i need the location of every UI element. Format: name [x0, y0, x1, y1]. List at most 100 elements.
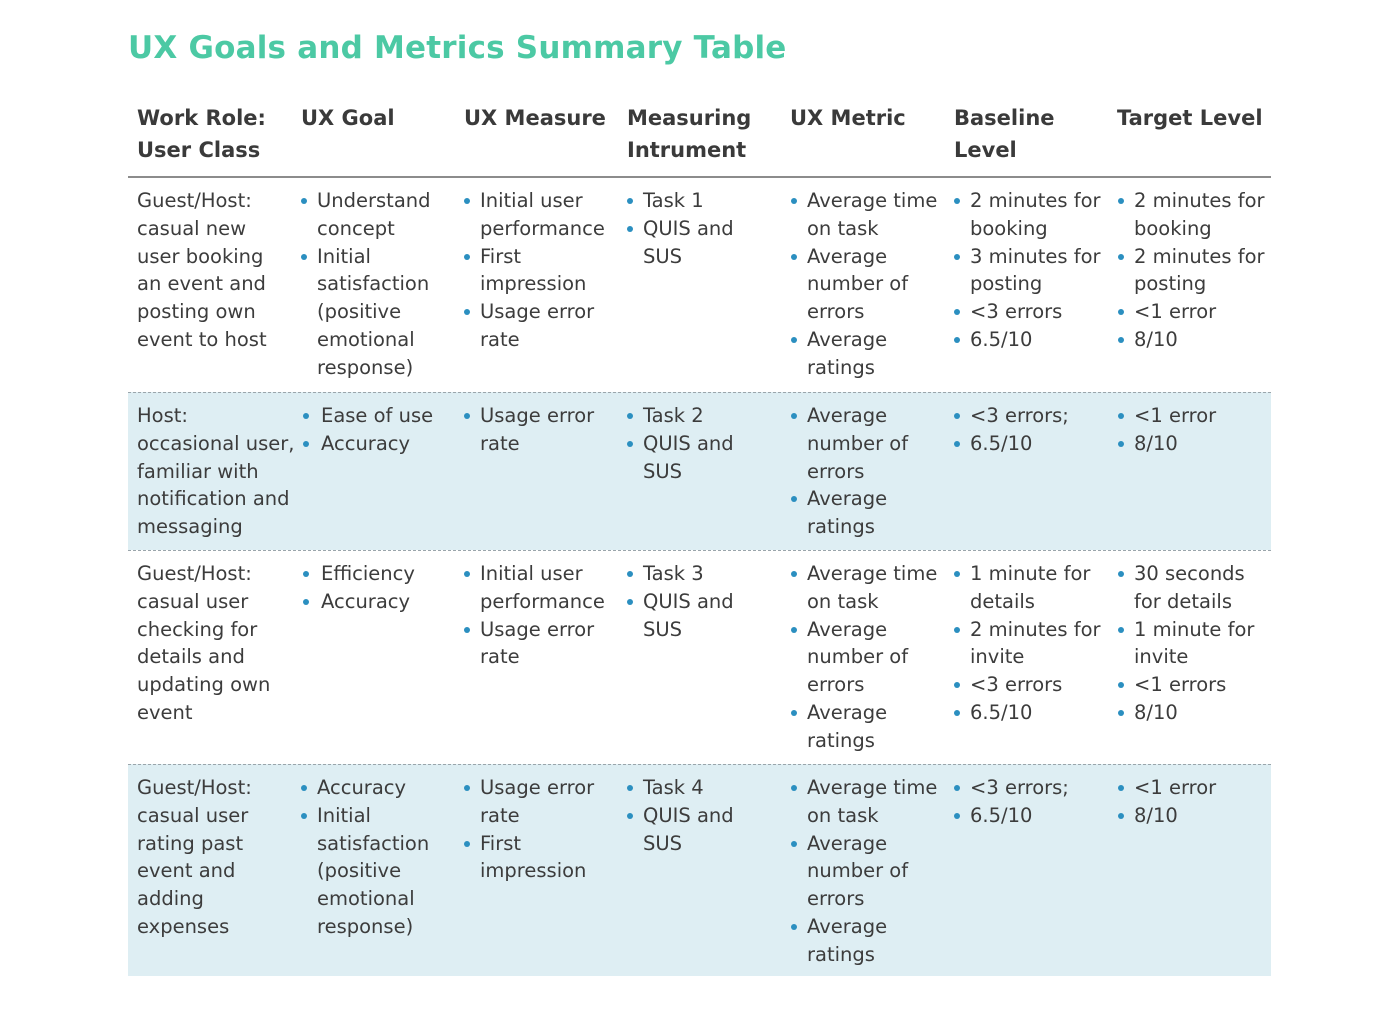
- cell-work-role: Guest/Host: casual user rating past event a…: [137, 774, 252, 941]
- bullet-item: Initial satisfaction (positive emotional res…: [301, 802, 430, 941]
- cell-work-role: Guest/Host: casual new user booking an even…: [137, 187, 267, 354]
- bullet-item: <3 errors: [954, 671, 1101, 699]
- bullet-text-line: <3 errors;: [970, 404, 1069, 427]
- header-ux-measure: UX Measure: [464, 102, 606, 134]
- bullet-text-line: Accuracy: [321, 431, 411, 455]
- bullet-text-line: performance: [480, 216, 605, 240]
- cell-text-line: Guest/Host:: [137, 776, 252, 799]
- bullet-text-line: Average: [807, 831, 888, 855]
- bullet-list: Average time on task Average number of error…: [791, 187, 937, 382]
- header-ux-metric: UX Metric: [790, 102, 906, 134]
- bullet-text-line: QUIS and: [643, 216, 734, 240]
- header-measuring-instrument: Measuring Intrument: [627, 102, 751, 166]
- bullet-text-line: <1 errors: [1134, 673, 1227, 697]
- bullet-item: Average ratings: [791, 913, 937, 969]
- bullet-text-line: posting: [970, 272, 1043, 296]
- bullet-text-line: <1 error: [1134, 404, 1217, 427]
- bullet-item: 8/10: [1118, 802, 1216, 830]
- bullet-item: 2 minutes for posting: [1118, 243, 1265, 299]
- header-text-line: Level: [954, 138, 1017, 162]
- bullet-text-line: rate: [480, 645, 520, 669]
- bullet-text-line: QUIS and: [643, 589, 734, 613]
- bullet-item: Ease of use: [303, 402, 433, 430]
- table-row: Guest/Host: casual user checking for detail…: [128, 550, 1271, 764]
- bullet-dot-icon: [791, 709, 797, 716]
- bullet-text-line: Understand: [317, 189, 431, 212]
- bullet-list: Average number of errors Average ratings: [791, 402, 908, 541]
- bullet-list: 1 minute for details 2 minutes for invite <3…: [954, 560, 1101, 727]
- bullet-dot-icon: [954, 253, 960, 260]
- cell-ux-measure: Initial user performance First impression Us…: [464, 187, 605, 354]
- cell-ux-goal: Efficiency Accuracy: [303, 560, 415, 616]
- bullet-dot-icon: [791, 413, 797, 419]
- cell-ux-measure: Usage error rate First impression: [464, 774, 594, 885]
- bullet-item: <3 errors;: [954, 774, 1069, 802]
- bullet-item: Accuracy: [301, 774, 429, 802]
- bullet-item: Average number of errors: [791, 830, 937, 913]
- bullet-item: Average number of errors: [791, 616, 937, 699]
- bullet-dot-icon: [627, 598, 633, 605]
- bullet-dot-icon: [1118, 253, 1124, 260]
- bullet-item: Average ratings: [791, 326, 937, 382]
- bullet-item: 30 seconds for details: [1118, 560, 1254, 616]
- bullet-text-line: ratings: [807, 355, 875, 379]
- cell-baseline-level: 2 minutes for booking 3 minutes for posting…: [954, 187, 1101, 354]
- header-text-line: Measuring: [627, 106, 752, 130]
- header-text-line: UX Measure: [464, 106, 606, 130]
- bullet-text-line: details: [970, 589, 1035, 613]
- bullet-dot-icon: [303, 571, 309, 577]
- bullet-text-line: on task: [807, 589, 879, 613]
- cell-measuring-instrument: Task 1 QUIS and SUS: [627, 187, 734, 270]
- bullet-text-line: errors: [807, 673, 865, 697]
- bullet-text-line: 8/10: [1134, 700, 1178, 724]
- bullet-text-line: SUS: [643, 617, 683, 641]
- bullet-dot-icon: [954, 440, 960, 447]
- page-title: UX Goals and Metrics Summary Table: [128, 30, 787, 66]
- cell-text-line: notification and: [137, 487, 290, 511]
- bullet-text-line: 1 minute for: [1134, 617, 1255, 641]
- bullet-dot-icon: [627, 812, 633, 819]
- bullet-text-line: for details: [1134, 589, 1232, 613]
- bullet-list: Task 1 QUIS and SUS: [627, 187, 734, 270]
- cell-ux-measure: Usage error rate: [464, 402, 594, 458]
- bullet-dot-icon: [1118, 413, 1124, 419]
- bullet-dot-icon: [464, 309, 470, 316]
- bullet-text-line: <1 error: [1134, 776, 1217, 799]
- bullet-item: <1 error: [1118, 298, 1265, 326]
- bullet-item: <1 errors: [1118, 671, 1254, 699]
- cell-text-line: casual new: [137, 216, 247, 240]
- bullet-item: 6.5/10: [954, 326, 1101, 354]
- table-row: Guest/Host: casual user rating past event a…: [128, 764, 1271, 976]
- bullet-text-line: emotional: [317, 327, 415, 351]
- bullet-list: Task 4 QUIS and SUS: [627, 774, 734, 857]
- bullet-dot-icon: [1118, 785, 1124, 791]
- table-row: Guest/Host: casual new user booking an even…: [128, 178, 1271, 392]
- bullet-text-line: 2 minutes for: [970, 189, 1101, 212]
- bullet-text-line: Initial user: [480, 562, 583, 585]
- bullet-list: Efficiency Accuracy: [303, 560, 415, 616]
- bullet-item: <3 errors;: [954, 402, 1069, 430]
- bullet-item: QUIS and SUS: [627, 430, 734, 486]
- bullet-dot-icon: [464, 253, 470, 260]
- cell-text-line: event and: [137, 859, 236, 883]
- bullet-text-line: Average: [807, 244, 888, 268]
- bullet-text-line: satisfaction: [317, 831, 430, 855]
- bullet-text-line: (positive: [317, 300, 402, 324]
- bullet-item: 8/10: [1118, 430, 1216, 458]
- bullet-text-line: Accuracy: [321, 589, 411, 613]
- bullet-text-line: First: [480, 244, 522, 268]
- header-text-line: UX Goal: [301, 106, 395, 130]
- bullet-text-line: number of: [807, 272, 909, 296]
- bullet-list: <3 errors; 6.5/10: [954, 774, 1069, 830]
- bullet-text-line: Average: [807, 487, 888, 511]
- bullet-item: 2 minutes for booking: [954, 187, 1101, 243]
- bullet-list: 2 minutes for booking 2 minutes for posting…: [1118, 187, 1265, 354]
- bullet-dot-icon: [954, 626, 960, 633]
- cell-target-level: <1 error 8/10: [1118, 402, 1217, 458]
- bullet-text-line: number of: [807, 859, 909, 883]
- cell-baseline-level: 1 minute for details 2 minutes for invite <3…: [954, 560, 1101, 727]
- bullet-dot-icon: [1118, 198, 1124, 204]
- bullet-dot-icon: [627, 225, 633, 232]
- cell-text-line: familiar with: [137, 459, 259, 483]
- cell-text-line: user booking: [137, 244, 264, 268]
